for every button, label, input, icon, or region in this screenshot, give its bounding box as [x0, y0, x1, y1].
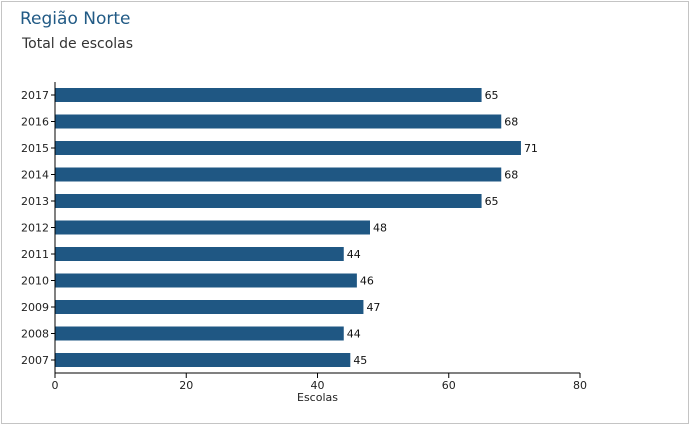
bar-2010 — [55, 273, 357, 288]
data-label-2014: 68 — [504, 169, 518, 182]
x-tick-label-60: 60 — [442, 379, 456, 392]
y-tick-label-2011: 2011 — [21, 248, 49, 261]
y-tick-label-2013: 2013 — [21, 195, 49, 208]
y-tick-label-2015: 2015 — [21, 142, 49, 155]
data-label-2008: 44 — [347, 328, 361, 341]
x-tick-label-80: 80 — [573, 379, 587, 392]
chart-subtitle: Total de escolas — [22, 36, 134, 52]
chart-title: Região Norte — [20, 9, 131, 29]
bar-2015 — [55, 141, 521, 155]
bar-2012 — [55, 220, 370, 235]
data-label-2011: 44 — [347, 248, 361, 261]
data-label-2015: 71 — [524, 142, 538, 155]
bar-2013 — [55, 194, 482, 208]
data-label-2016: 68 — [504, 116, 518, 129]
y-tick-label-2007: 2007 — [21, 354, 49, 367]
bars-group: 65 68 71 68 65 48 44 46 47 44 45 — [55, 88, 538, 367]
x-axis-label: Escolas — [297, 391, 338, 404]
bar-2017 — [55, 88, 482, 102]
bar-2009 — [55, 300, 364, 314]
y-tick-label-2016: 2016 — [21, 116, 49, 129]
data-label-2010: 46 — [360, 275, 374, 288]
bar-2008 — [55, 326, 344, 341]
y-tick-label-2012: 2012 — [21, 222, 49, 235]
data-label-2009: 47 — [366, 301, 380, 314]
y-tick-label-2009: 2009 — [21, 301, 49, 314]
y-tick-label-2017: 2017 — [21, 89, 49, 102]
data-label-2012: 48 — [373, 222, 387, 235]
data-label-2017: 65 — [485, 89, 499, 102]
y-tick-label-2014: 2014 — [21, 169, 49, 182]
bar-2014 — [55, 167, 502, 182]
x-tick-label-0: 0 — [52, 379, 59, 392]
y-tick-label-2010: 2010 — [21, 275, 49, 288]
axes-group: 2017201620152014201320122011201020092008… — [21, 82, 587, 404]
x-tick-label-20: 20 — [179, 379, 193, 392]
bar-2007 — [55, 353, 351, 367]
data-label-2007: 45 — [353, 354, 367, 367]
bar-2011 — [55, 247, 344, 261]
data-label-2013: 65 — [485, 195, 499, 208]
y-tick-label-2008: 2008 — [21, 328, 49, 341]
bar-2016 — [55, 114, 502, 129]
x-tick-label-40: 40 — [311, 379, 325, 392]
